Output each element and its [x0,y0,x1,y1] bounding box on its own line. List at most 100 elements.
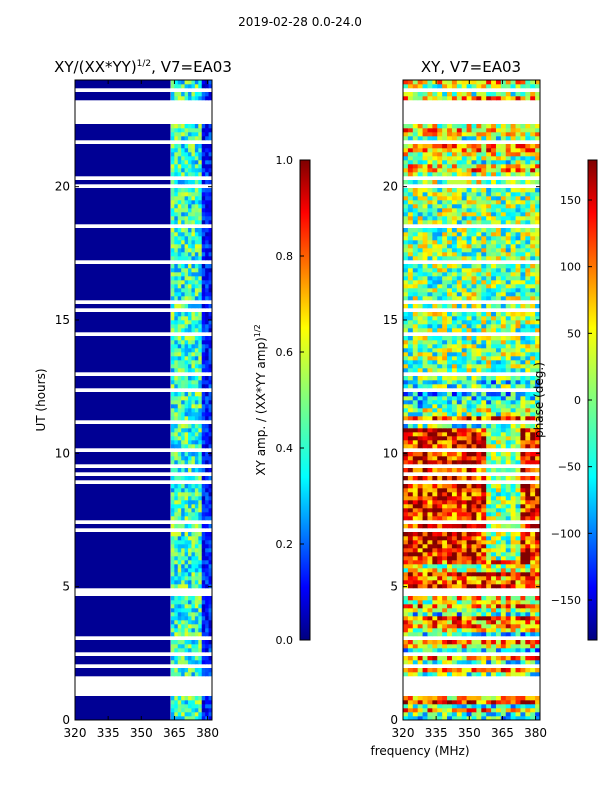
right-heat-cell [456,424,463,429]
right-heat-cell [520,304,526,309]
right-heat-cell [407,552,414,557]
left-axes-frame [74,79,213,721]
left-heat-cell [177,672,182,677]
left-heat-cell [170,476,175,481]
right-heat-cell [476,716,482,720]
right-heat-cell [466,548,472,553]
right-heat-cell [495,208,502,213]
right-heat-cell [476,616,482,621]
left-heat-cell [75,160,171,165]
right-heat-cell [407,452,414,457]
left-heat-cell [194,568,199,573]
right-heat-cell [476,288,482,293]
left-heat-cell [75,632,171,637]
left-heat-cell [198,700,203,705]
right-heat-cell [486,532,492,537]
right-heat-cell [515,404,521,409]
right-heat-cell [422,544,428,549]
right-heat-cell [510,380,517,385]
right-heat-cell [491,456,497,461]
left-heat-cell [208,368,212,373]
left-heat-cell [194,416,199,421]
right-heat-cell [530,708,536,713]
right-heat-cell [456,660,463,665]
left-heat-cell [208,272,212,277]
right-heat-cell [466,500,472,505]
right-heat-cell [535,248,540,253]
right-heat-cell [403,360,409,365]
right-heat-cell [486,180,492,185]
left-heat-cell [208,628,212,633]
right-heat-cell [422,492,428,497]
right-heat-cell [466,264,472,269]
right-heat-cell [466,348,472,353]
right-heat-cell [461,408,468,413]
left-heat-cell [194,516,199,521]
left-heat-cell [205,96,210,101]
right-heat-cell [500,428,507,433]
right-heat-cell [407,544,414,549]
left-heat-cell [181,644,186,649]
right-heat-cell [476,704,482,709]
left-heat-cell [170,132,175,137]
left-heat-cell [75,352,171,357]
right-heat-cell [427,324,433,329]
left-heat-cell [181,436,186,441]
right-heat-cell [535,180,540,185]
right-heat-cell [505,188,512,193]
right-heat-cell [515,460,521,465]
right-heat-cell [412,512,419,517]
right-heat-cell [466,352,472,357]
right-heat-cell [427,640,433,645]
left-heat-cell [188,644,192,649]
right-heat-cell [456,608,463,613]
right-heat-cell [491,440,497,445]
left-heat-cell [188,312,192,317]
right-heat-cell [437,580,443,585]
right-heat-cell [407,620,414,625]
left-heat-cell [191,356,196,361]
right-heat-cell [491,296,497,301]
right-heat-cell [525,496,531,501]
right-heat-cell [505,220,512,225]
left-heat-cell [184,540,189,545]
right-heat-cell [437,608,443,613]
right-heat-cell [432,248,438,253]
right-heat-cell [422,564,428,569]
right-heat-cell [486,156,492,161]
left-heat-cell [174,512,179,517]
left-heat-cell [184,404,189,409]
right-heat-cell [447,572,453,577]
right-heat-cell [456,400,463,405]
right-heat-cell [495,292,502,297]
right-heat-cell [486,544,492,549]
left-heat-cell [194,576,199,581]
left-heat-cell [194,292,199,297]
left-heat-cell [177,304,182,309]
left-heat-cell [201,356,206,361]
right-heat-cell [427,548,433,553]
right-heat-cell [456,656,463,661]
right-heat-cell [525,544,531,549]
right-heat-cell [500,312,507,317]
right-heat-cell [417,508,424,513]
right-heat-cell [510,476,517,481]
right-heat-cell [466,540,472,545]
right-heat-cell [437,468,443,473]
right-heat-cell [427,408,433,413]
left-xtick-label: 365 [163,726,186,740]
left-heat-cell [194,240,199,245]
left-heat-cell [191,468,196,473]
left-heat-cell [75,152,171,157]
left-heat-cell [191,232,196,237]
right-heat-cell [412,624,419,629]
left-heat-cell [177,268,182,273]
right-heat-cell [486,488,492,493]
left-heat-cell [177,160,182,165]
right-heat-cell [491,580,497,585]
right-heat-cell [456,428,463,433]
right-heat-cell [407,288,414,293]
right-heat-cell [510,256,517,261]
right-heat-cell [403,532,409,537]
left-heat-cell [198,144,203,149]
